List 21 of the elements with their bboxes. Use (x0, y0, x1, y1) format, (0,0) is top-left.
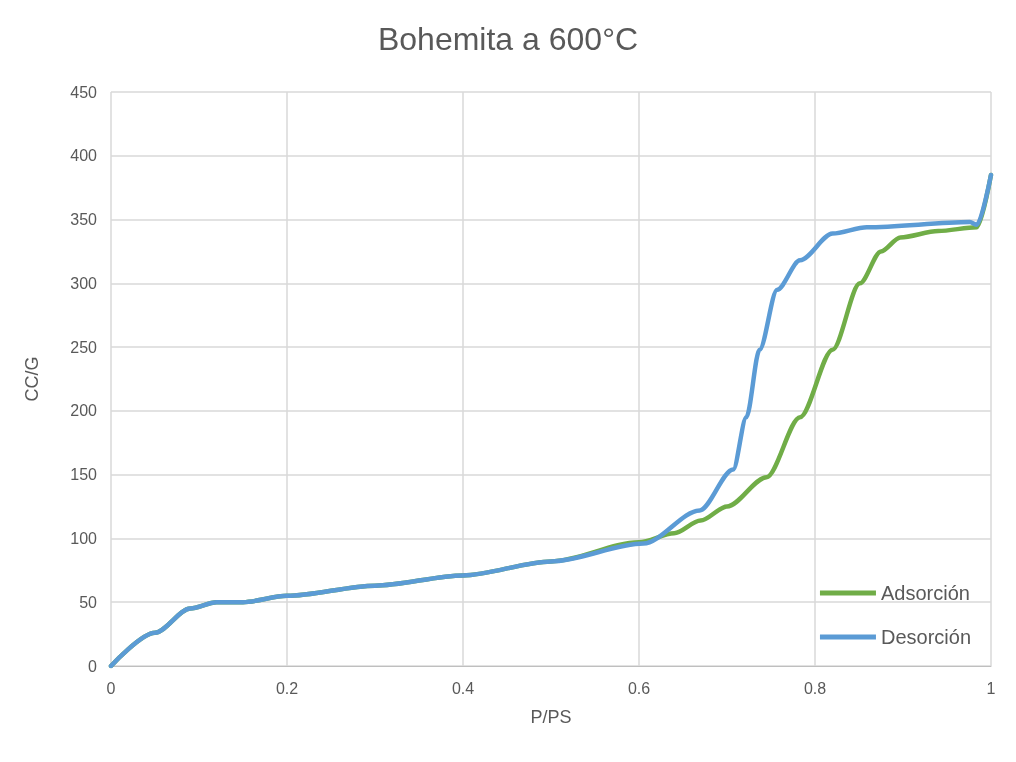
chart-title: Bohemita a 600°C (377, 21, 639, 57)
y-tick-label: 150 (70, 466, 98, 484)
y-tick-label: 200 (70, 402, 98, 420)
legend-label: Adsorción (880, 582, 970, 604)
y-axis-title: CC/G (22, 356, 42, 402)
x-tick-label: 1 (986, 679, 996, 697)
y-tick-label: 400 (70, 147, 98, 165)
x-tick-label: 0.6 (627, 679, 651, 697)
y-tick-label: 250 (70, 338, 98, 356)
y-tick-label: 350 (70, 211, 98, 229)
y-tick-label: 450 (70, 83, 98, 101)
x-tick-label: 0.8 (803, 679, 827, 697)
y-tick-label: 100 (70, 529, 98, 547)
y-tick-label: 0 (88, 657, 98, 675)
x-axis-title: P/PS (530, 707, 572, 727)
x-tick-label: 0 (106, 679, 116, 697)
legend-label: Desorción (880, 626, 972, 648)
x-tick-label: 0.2 (275, 679, 299, 697)
y-tick-label: 50 (79, 593, 98, 611)
y-tick-label: 300 (70, 274, 98, 292)
x-tick-label: 0.4 (451, 679, 475, 697)
